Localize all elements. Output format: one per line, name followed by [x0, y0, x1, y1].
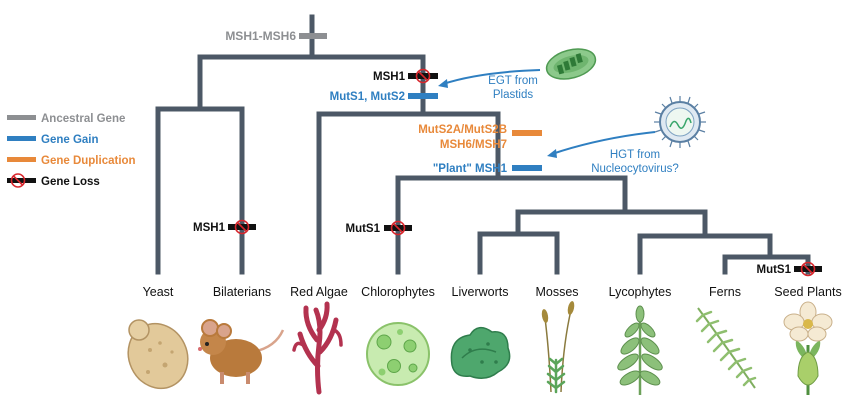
ancestral-gene-marker [299, 33, 327, 39]
taxon-mosses: Mosses [535, 285, 578, 299]
lycophyte-icon [617, 305, 663, 395]
msh6-msh7-label: MSH6/MSH7 [440, 139, 507, 151]
legend-swatch-ancestral [7, 115, 36, 120]
taxa-labels: Yeast Bilaterians Red Algae Chlorophytes… [143, 285, 842, 299]
gene-loss-icon [390, 220, 406, 236]
yeast-icon [127, 319, 189, 390]
legend-swatch-gain [7, 136, 36, 141]
moss-icon [541, 301, 575, 394]
gene-loss-icon [234, 219, 250, 235]
legend-swatch-loss [7, 178, 36, 183]
taxon-seed-plants: Seed Plants [774, 285, 841, 299]
mouse-icon [198, 319, 285, 384]
seed-plant-flower-icon [783, 301, 833, 395]
legend: Ancestral Gene Gene Gain Gene Duplicatio… [7, 113, 136, 188]
msh1-loss-label: MSH1 [373, 71, 406, 83]
plant-msh1-gain-marker [512, 165, 542, 171]
fern-icon [695, 307, 757, 389]
egt-arrowhead [438, 79, 448, 88]
gene-loss-icon [800, 261, 816, 277]
hgt-arrow [551, 131, 656, 155]
taxon-red-algae: Red Algae [290, 285, 348, 299]
legend-label-gain: Gene Gain [41, 134, 99, 146]
seed-plants-muts1-loss-label: MutS1 [757, 264, 792, 276]
taxon-ferns: Ferns [709, 285, 741, 299]
taxon-liverworts: Liverworts [452, 285, 509, 299]
hgt-label-line1: HGT from [610, 149, 660, 161]
gene-loss-icon [415, 68, 431, 84]
plant-msh1-label: "Plant" MSH1 [433, 163, 508, 175]
tree-branches [155, 14, 811, 275]
root-gene-label: MSH1-MSH6 [225, 29, 296, 43]
gene-loss-icon [10, 173, 26, 188]
bilaterians-msh1-loss-label: MSH1 [193, 222, 226, 234]
red-algae-icon [292, 301, 343, 395]
mut-gain-marker [408, 93, 438, 99]
legend-swatch-duplication [7, 157, 36, 162]
liverwort-icon [450, 326, 511, 379]
taxon-chlorophytes: Chlorophytes [361, 285, 435, 299]
egt-label-line1: EGT from [488, 75, 538, 87]
legend-label-duplication: Gene Duplication [41, 155, 136, 167]
taxon-yeast: Yeast [143, 285, 174, 299]
egt-label-line2: Plastids [493, 89, 534, 101]
mut-gain-label: MutS1, MutS2 [330, 91, 405, 103]
mutS2ab-duplication-marker [512, 130, 542, 136]
event-markers [228, 33, 822, 277]
hgt-label-line2: Nucleocytovirus? [591, 163, 679, 175]
chlorophytes-muts1-loss-label: MutS1 [346, 223, 381, 235]
chloroplast-icon [545, 48, 597, 80]
giant-virus-icon [654, 96, 706, 148]
egt-arrow [442, 69, 541, 85]
taxon-lycophytes: Lycophytes [609, 285, 672, 299]
legend-label-ancestral: Ancestral Gene [41, 113, 125, 125]
chlorophyte-icon [366, 322, 430, 386]
legend-label-loss: Gene Loss [41, 176, 100, 188]
mutS2ab-label: MutS2A/MutS2B [418, 124, 507, 136]
taxon-bilaterians: Bilaterians [213, 285, 271, 299]
hgt-arrowhead [547, 149, 557, 158]
